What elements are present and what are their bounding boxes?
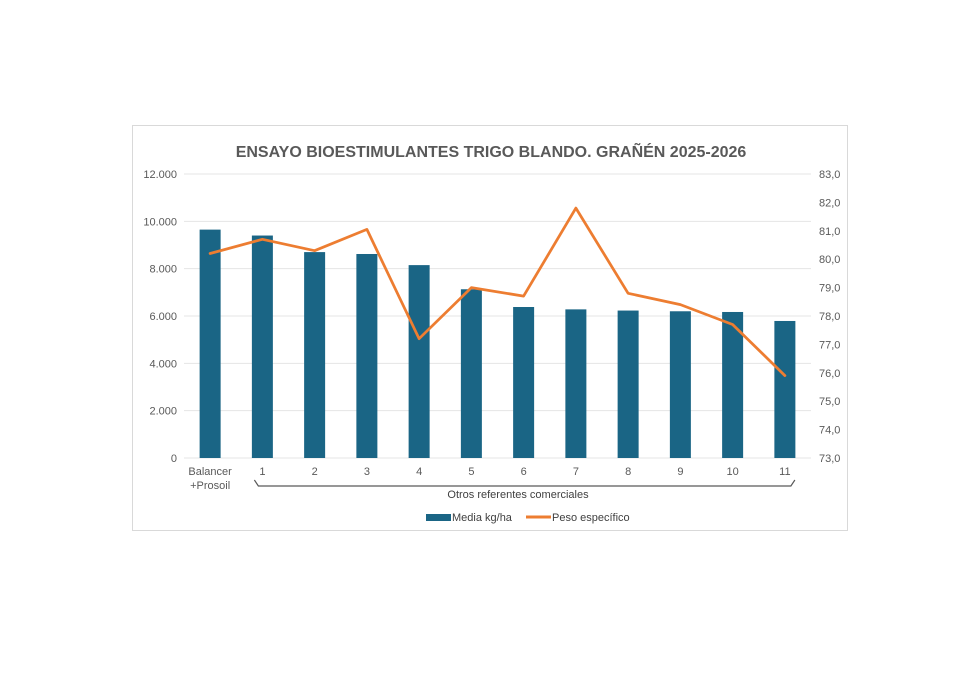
y-right-tick-label: 73,0 [819,453,840,465]
bar [304,252,326,458]
chart-frame: ENSAYO BIOESTIMULANTES TRIGO BLANDO. GRA… [132,125,848,531]
bar [565,309,587,458]
bar-series [199,229,796,458]
bar [513,307,535,458]
y-left-tick-label: 12.000 [143,169,177,181]
y-left-tick-label: 10.000 [143,216,177,228]
x-tick-label: 5 [468,466,474,478]
y-right-tick-label: 80,0 [819,254,840,266]
right-axis: 73,0 74,0 75,0 76,0 77,0 78,0 79,0 80,0 81,0 82,0… [819,169,840,465]
bar [774,320,796,458]
y-right-tick-label: 81,0 [819,226,840,238]
x-tick-label: 8 [625,466,631,478]
bar [617,310,639,458]
y-left-tick-label: 4.000 [149,358,177,370]
y-left-tick-label: 0 [171,453,177,465]
legend-label-bars: Media kg/ha [452,512,513,524]
x-tick-label: Balancer +Prosoil [188,466,232,492]
legend-swatch-bars [426,514,451,521]
y-right-tick-label: 83,0 [819,169,840,181]
x-tick-label: 6 [521,466,527,478]
chart-canvas: ENSAYO BIOESTIMULANTES TRIGO BLANDO. GRA… [143,141,840,524]
y-right-tick-label: 74,0 [819,425,840,437]
x-tick-label: 10 [727,466,739,478]
chart-title: ENSAYO BIOESTIMULANTES TRIGO BLANDO. GRA… [236,141,747,161]
y-left-tick-label: 6.000 [149,311,177,323]
x-tick-label: 3 [364,466,370,478]
y-right-tick-label: 75,0 [819,396,840,408]
x-tick-label: 11 [779,466,790,478]
legend: Media kg/ha Peso específico [426,512,630,524]
line-series [208,206,787,377]
bar [460,289,482,458]
bar [408,265,430,458]
y-right-tick-label: 77,0 [819,339,840,351]
bar [356,253,378,458]
x-tick-label: 1 [259,466,265,478]
bar [251,235,273,458]
bar [722,311,744,458]
y-left-tick-label: 8.000 [149,264,177,276]
x-tick-label: 7 [573,466,579,478]
gridlines [184,173,811,459]
y-right-tick-label: 79,0 [819,283,840,295]
y-right-tick-label: 82,0 [819,197,840,209]
y-right-tick-label: 78,0 [819,311,840,323]
x-axis: Balancer +Prosoil 1 2 3 4 5 6 7 8 9 10 11 [188,466,790,492]
x-tick-label: 2 [312,466,318,478]
y-left-tick-label: 2.000 [149,406,177,418]
bracket-line [253,479,796,487]
y-right-tick-label: 76,0 [819,368,840,380]
group-label: Otros referentes comerciales [447,489,589,501]
line-peso-especifico [208,206,787,377]
legend-label-line: Peso específico [552,512,630,524]
bar [199,229,221,458]
x-tick-label: 4 [416,466,422,478]
group-bracket: Otros referentes comerciales [253,479,796,501]
left-axis: 0 2.000 4.000 6.000 8.000 10.000 12.000 [143,169,177,465]
x-tick-label: 9 [677,466,683,478]
bar [669,311,691,458]
